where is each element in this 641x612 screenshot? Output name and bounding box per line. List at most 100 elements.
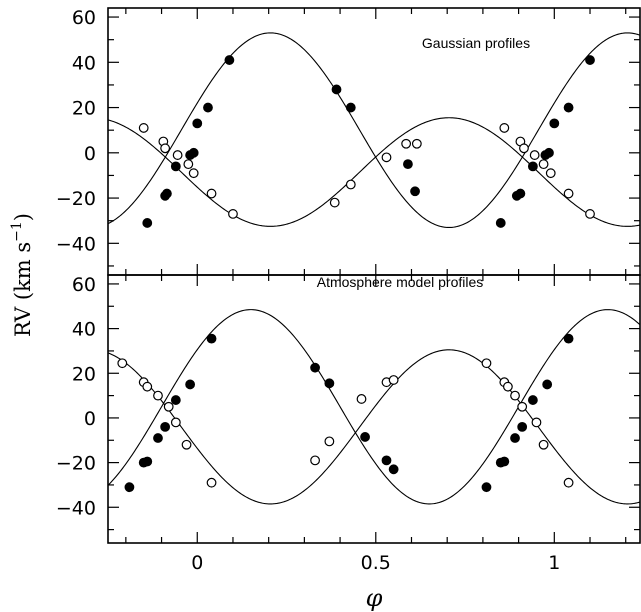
- plot-frame: [107, 274, 641, 544]
- data-point-filled: [345, 102, 356, 113]
- x-tick-label: 1: [548, 552, 560, 574]
- panel-title-atmosphere: Atmosphere model profiles: [317, 274, 484, 290]
- data-point-open: [345, 179, 356, 190]
- data-point-filled: [331, 84, 342, 95]
- panel-title-gaussian: Gaussian profiles: [422, 35, 530, 51]
- data-point-filled: [527, 161, 538, 172]
- data-point-filled: [481, 482, 492, 493]
- data-point-open: [172, 150, 183, 160]
- y-axis-label-exponent: −1: [9, 221, 25, 242]
- data-point-filled: [515, 188, 526, 199]
- y-tick-label: 20: [72, 98, 96, 120]
- data-point-filled: [153, 433, 163, 443]
- data-point-open: [160, 143, 171, 154]
- x-tick-label: 0: [191, 552, 203, 574]
- data-point-open: [411, 138, 422, 149]
- data-point-filled: [324, 378, 335, 389]
- data-point-filled: [585, 55, 595, 65]
- y-axis-label-main: RV (km s: [11, 242, 35, 337]
- data-point-open: [499, 123, 510, 133]
- data-point-filled: [192, 118, 203, 129]
- data-point-filled: [142, 456, 153, 467]
- model-curve-1: [107, 32, 641, 229]
- y-tick-label: −20: [56, 188, 96, 210]
- y-tick-label: 40: [72, 319, 96, 341]
- data-point-filled: [542, 379, 553, 390]
- data-point-open: [183, 159, 194, 170]
- data-point-open: [163, 401, 174, 412]
- data-point-filled: [224, 55, 235, 65]
- panel-gaussian-profiles: 60 40 20 0 −20 −40: [56, 7, 641, 276]
- data-point-filled: [410, 186, 420, 197]
- model-curve-1: [107, 309, 641, 505]
- y-axis-label-close: ): [11, 213, 35, 221]
- y-tick-label: −40: [56, 233, 96, 255]
- data-point-open: [545, 168, 556, 179]
- data-point-open: [388, 375, 399, 385]
- y-tick-label: 40: [72, 52, 96, 74]
- y-axis-label: RV (km s−1): [9, 213, 35, 337]
- data-point-open: [117, 358, 128, 369]
- plot-frame: [107, 7, 641, 276]
- data-point-open: [206, 188, 217, 199]
- data-point-filled: [310, 362, 320, 373]
- data-point-open: [138, 123, 149, 133]
- x-tick-label: 0.5: [361, 552, 391, 574]
- data-point-open: [481, 358, 492, 369]
- data-point-open: [529, 150, 540, 160]
- data-point-filled: [185, 379, 196, 390]
- data-point-filled: [510, 433, 520, 443]
- data-point-filled: [544, 147, 554, 158]
- data-point-filled: [388, 464, 399, 475]
- data-point-open: [538, 159, 549, 170]
- data-point-open: [142, 381, 153, 392]
- y-tick-label: 60: [72, 7, 96, 29]
- data-point-filled: [124, 482, 135, 493]
- data-point-open: [381, 152, 392, 163]
- data-point-filled: [499, 456, 510, 467]
- panel-atmosphere-model-profiles: 60 40 20 0 −20 −40: [56, 274, 641, 544]
- data-point-filled: [188, 147, 199, 158]
- y-tick-label: 0: [84, 143, 96, 165]
- model-curve-2: [107, 117, 641, 227]
- data-point-open: [356, 394, 367, 404]
- data-point-filled: [563, 333, 574, 344]
- data-point-filled: [206, 333, 217, 344]
- data-point-filled: [563, 102, 574, 113]
- data-point-open: [153, 390, 163, 401]
- data-point-open: [563, 477, 574, 488]
- data-point-filled: [170, 395, 181, 405]
- model-curve-2: [107, 349, 641, 505]
- y-tick-label: 60: [72, 274, 96, 296]
- data-point-filled: [142, 218, 153, 228]
- y-tick-label: −20: [56, 453, 96, 475]
- data-point-filled: [495, 218, 506, 228]
- data-point-filled: [549, 118, 560, 129]
- data-point-open: [228, 209, 238, 219]
- data-point-open: [517, 401, 528, 412]
- y-tick-label: 20: [72, 363, 96, 385]
- data-point-filled: [517, 421, 528, 432]
- data-point-filled: [162, 188, 172, 199]
- data-point-filled: [160, 421, 171, 432]
- data-point-open: [170, 417, 181, 428]
- data-point-open: [538, 439, 549, 450]
- data-point-filled: [203, 102, 213, 113]
- data-point-open: [531, 417, 542, 428]
- y-tick-label: −40: [56, 497, 96, 519]
- data-point-open: [585, 209, 595, 219]
- data-point-filled: [360, 432, 370, 442]
- data-point-open: [502, 381, 513, 392]
- x-axis-label: φ: [366, 584, 383, 612]
- data-point-open: [563, 188, 574, 199]
- data-point-open: [519, 143, 529, 154]
- data-point-open: [181, 439, 192, 450]
- y-tick-label: 0: [84, 408, 96, 430]
- data-point-open: [510, 390, 520, 401]
- data-point-filled: [381, 455, 392, 466]
- data-point-filled: [170, 161, 181, 172]
- data-point-open: [329, 197, 340, 208]
- data-point-filled: [403, 159, 413, 170]
- data-point-open: [310, 455, 320, 466]
